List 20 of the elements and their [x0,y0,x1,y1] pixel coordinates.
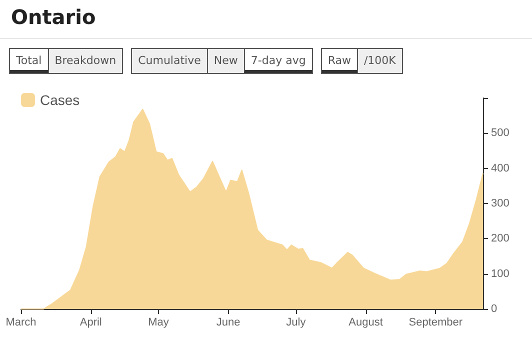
x-tick-label: September [408,316,463,328]
y-tick-label: 500 [491,127,510,140]
toggle-button[interactable]: 7-day avg [244,49,312,73]
x-tick-label: May [148,316,170,328]
y-tick-label: 400 [491,162,510,174]
x-tick-label: August [348,316,383,328]
x-tick-label: March [6,316,36,328]
legend-label: Cases [40,92,80,108]
x-tick-label: April [80,316,102,328]
x-tick-label: June [216,316,240,328]
toggle-button[interactable]: /100K [356,49,402,73]
y-tick-label: 100 [491,268,510,280]
y-tick-label: 300 [491,198,510,210]
x-tick-label: July [286,316,306,328]
y-tick-label: 200 [491,232,510,245]
toggle-button[interactable]: Cumulative [132,49,207,73]
y-tick-label: 0 [491,303,498,315]
toggle-button[interactable]: Breakdown [48,49,122,73]
chart-title: Ontario [11,5,96,29]
toggle-button[interactable]: New [206,49,244,73]
